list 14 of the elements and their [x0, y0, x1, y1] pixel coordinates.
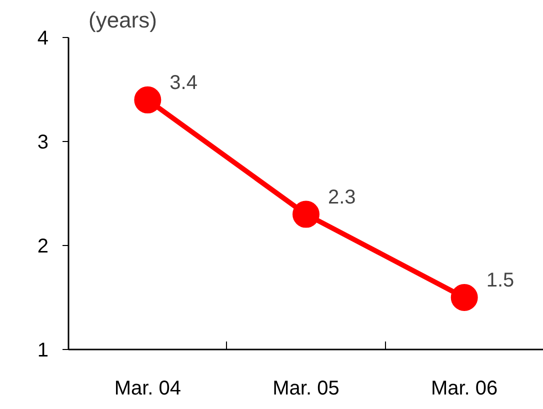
y-tick-label: 4: [37, 28, 48, 50]
y-tick-label: 1: [37, 340, 48, 362]
y-axis-title: (years): [88, 8, 157, 32]
x-tick-label: Mar. 05: [272, 378, 340, 400]
y-tick-label: 2: [37, 236, 48, 258]
data-label: 1.5: [486, 270, 514, 292]
data-label: 3.4: [170, 72, 198, 94]
point: [292, 200, 320, 228]
x-tick-label: Mar. 04: [114, 378, 182, 400]
x-tick-label: Mar. 06: [430, 378, 498, 400]
data-label: 2.3: [328, 186, 356, 208]
point: [134, 86, 162, 114]
point: [450, 284, 478, 311]
y-tick-label: 3: [37, 132, 48, 154]
